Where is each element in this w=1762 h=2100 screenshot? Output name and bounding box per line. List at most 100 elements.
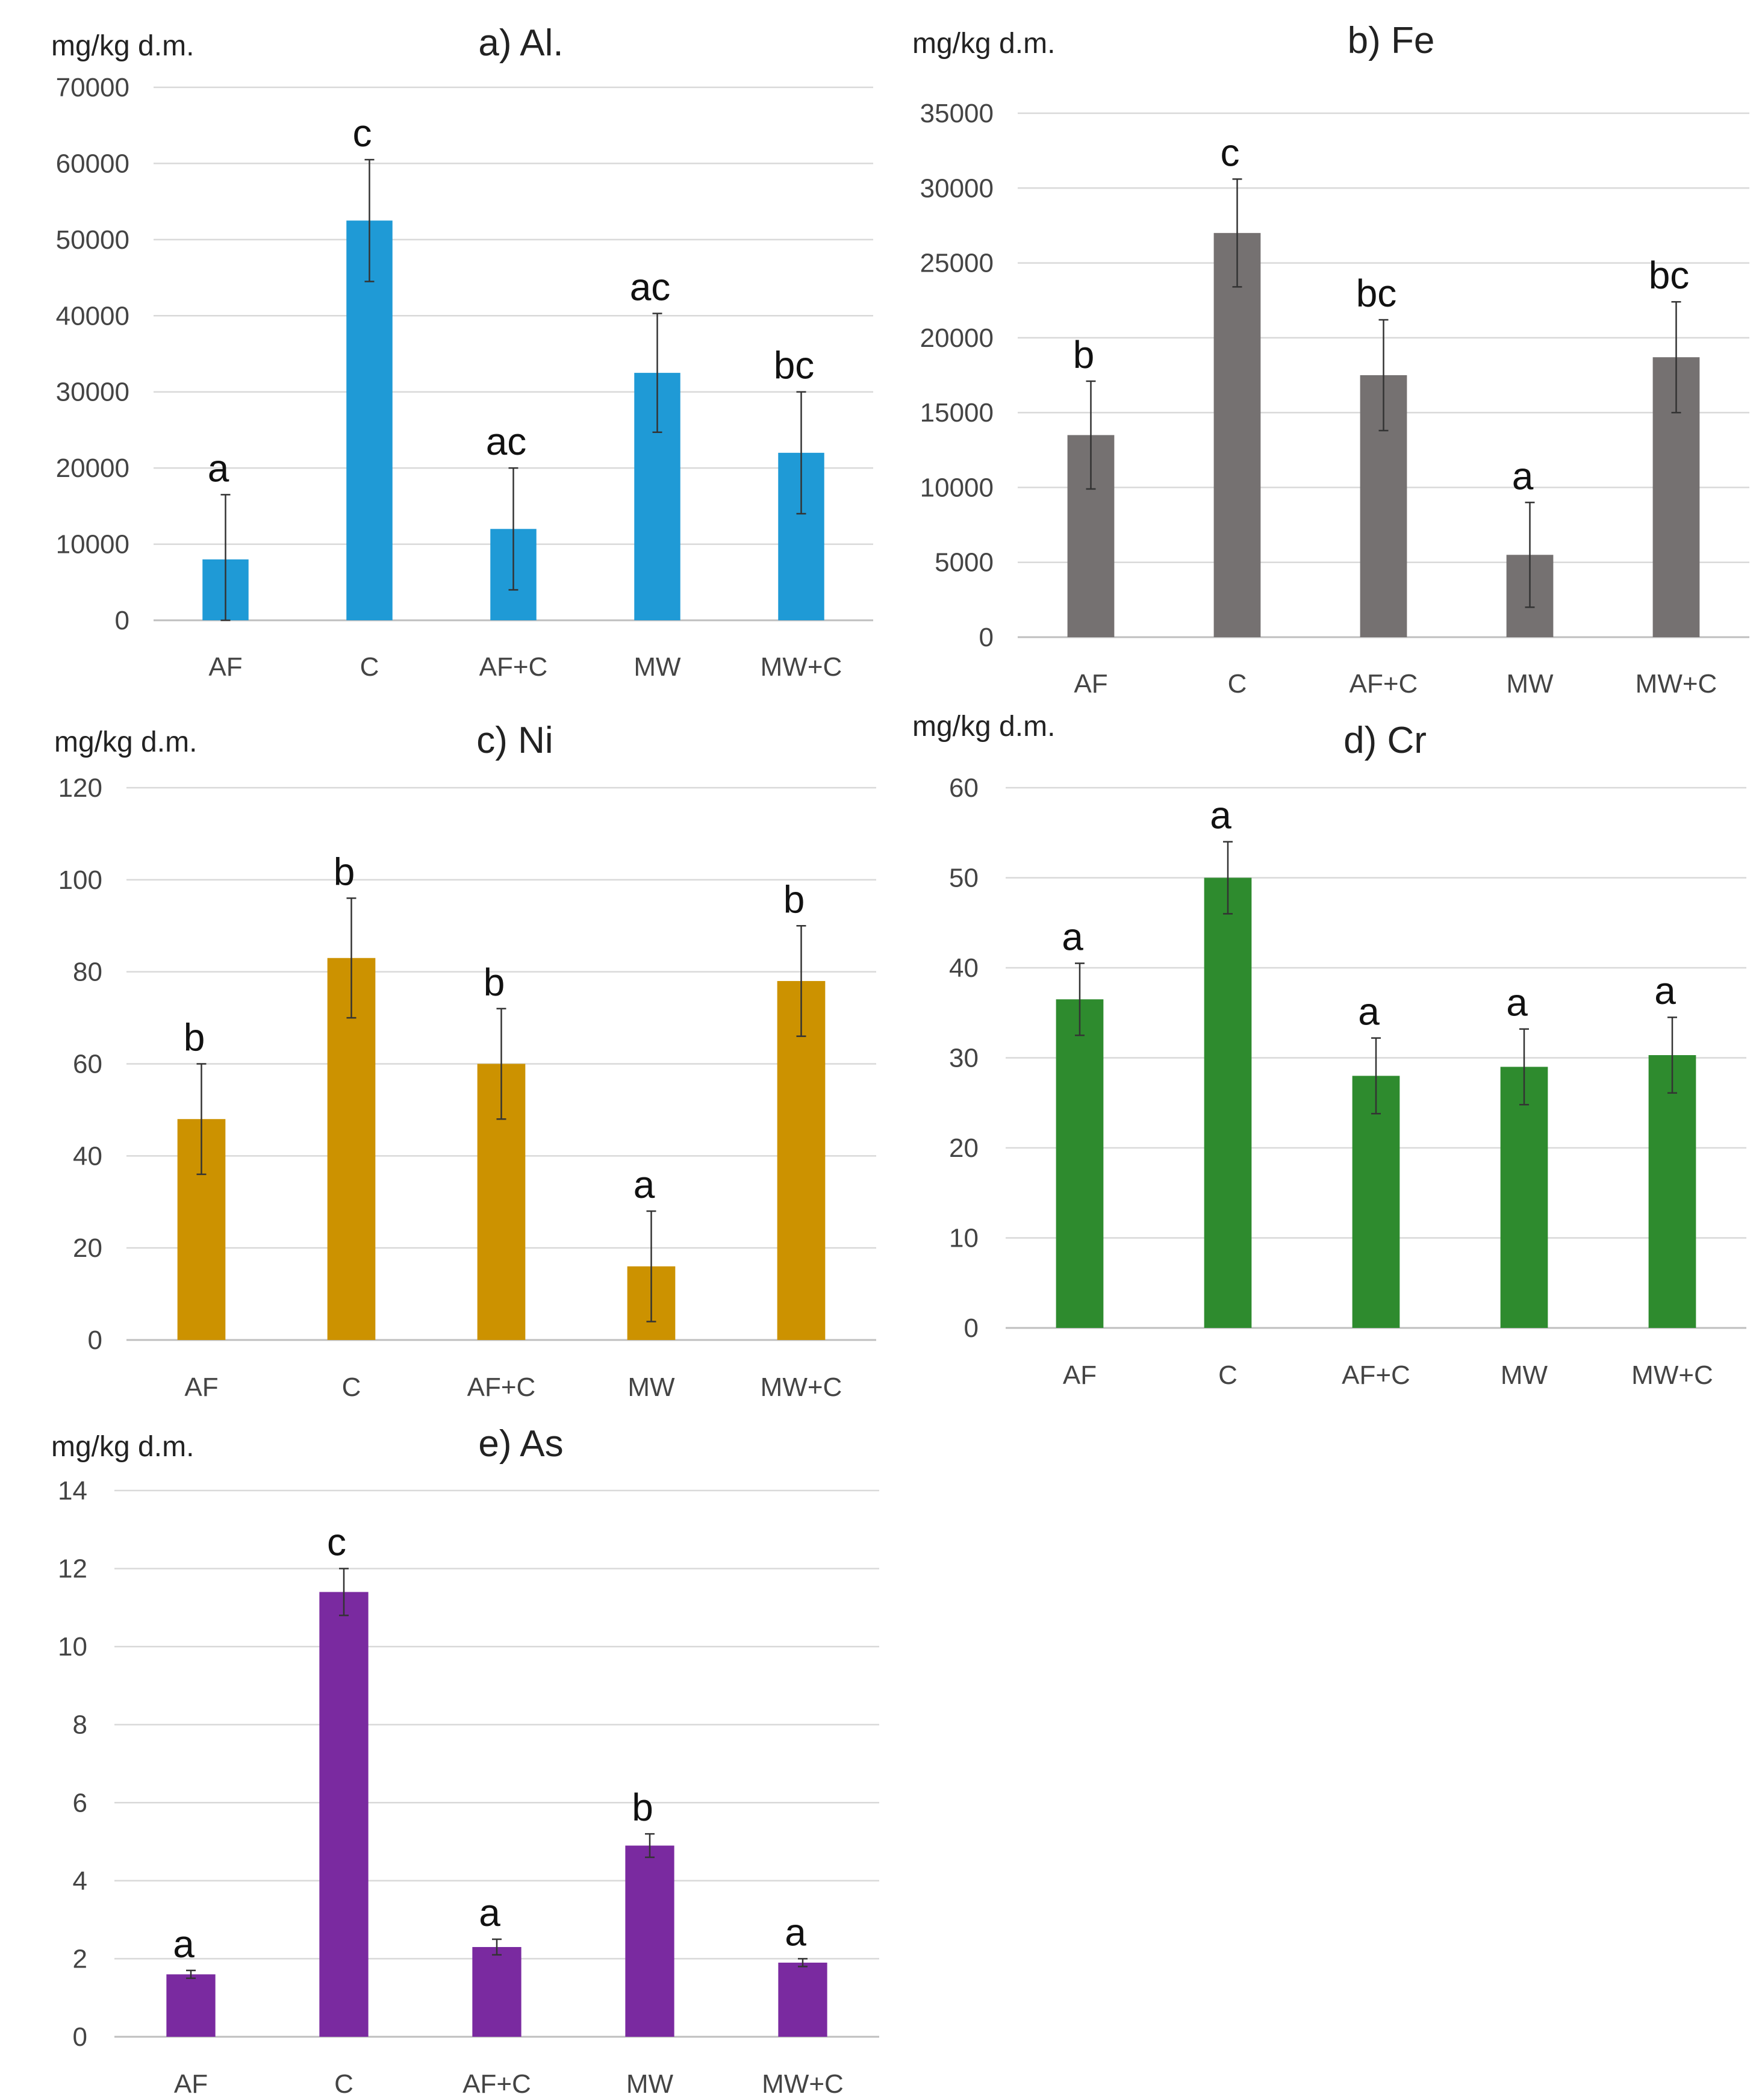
y-tick-label: 50 (949, 864, 979, 893)
chart-panel-1: mg/kg d.m. a) Al. 0 10000 20000 30000 40000 500… (51, 22, 873, 682)
bar-MW (1500, 1067, 1548, 1328)
significance-label: c (1221, 131, 1240, 174)
significance-label: a (1506, 981, 1528, 1024)
x-category-label: C (360, 652, 379, 682)
y-axis-unit-label: mg/kg d.m. (54, 726, 197, 758)
significance-label: b (184, 1016, 205, 1059)
x-category-label: AF (184, 1372, 218, 1402)
significance-label: bc (774, 344, 815, 387)
x-category-label: MW (626, 2069, 674, 2099)
x-category-label: C (342, 1372, 361, 1402)
x-category-label: AF+C (1342, 1360, 1410, 1390)
x-category-label: AF+C (1350, 669, 1418, 699)
x-category-label: MW (627, 1372, 675, 1402)
y-tick-label: 20000 (56, 453, 129, 483)
x-category-label: AF+C (479, 652, 548, 682)
significance-label: ac (486, 420, 527, 463)
y-tick-label: 30000 (920, 173, 994, 203)
y-tick-label: 10000 (920, 473, 994, 502)
y-tick-label: 10 (949, 1224, 979, 1253)
y-tick-label: 0 (88, 1326, 102, 1355)
significance-label: b (1073, 333, 1095, 376)
y-tick-label: 30000 (56, 378, 129, 407)
y-tick-label: 8 (73, 1710, 87, 1740)
y-axis-unit-label: mg/kg d.m. (912, 28, 1055, 60)
x-category-label: MW (1506, 669, 1554, 699)
bar-MW+C (778, 1962, 827, 2037)
bar-AF+C (472, 1946, 521, 2037)
chart-title: c) Ni (476, 720, 553, 761)
y-tick-label: 30 (949, 1044, 979, 1073)
chart-title: a) Al. (478, 22, 563, 64)
x-category-label: C (334, 2069, 353, 2099)
significance-label: a (479, 1891, 500, 1934)
bar-C (1204, 877, 1252, 1328)
y-tick-label: 12 (58, 1554, 87, 1584)
y-tick-label: 80 (73, 958, 102, 987)
chart-panel-2: mg/kg d.m. b) Fe 0 5000 10000 15000 20000 25000… (912, 20, 1749, 699)
chart-title: b) Fe (1348, 20, 1435, 61)
x-category-label: MW+C (761, 1372, 842, 1402)
chart-title: d) Cr (1343, 720, 1427, 761)
chart-title: e) As (478, 1423, 563, 1465)
chart-panel-5: mg/kg d.m. e) As 0 2 4 6 8 10 12 14 a AF c Ca AF+C b MW a… (51, 1423, 879, 2099)
significance-label: a (173, 1922, 195, 1966)
y-tick-label: 60 (73, 1050, 102, 1079)
bar-C (319, 1592, 369, 2037)
bar-MW+C (777, 980, 826, 1340)
x-category-label: AF (1074, 669, 1107, 699)
x-category-label: AF (208, 652, 242, 682)
significance-label: b (484, 961, 505, 1004)
x-category-label: MW (634, 652, 681, 682)
y-tick-label: 15000 (920, 398, 994, 428)
y-axis-unit-label: mg/kg d.m. (912, 711, 1055, 743)
bar-AF (1056, 999, 1104, 1328)
y-tick-label: 20000 (920, 323, 994, 353)
x-category-label: C (1228, 669, 1247, 699)
y-tick-label: 40 (949, 953, 979, 983)
y-tick-label: 10000 (56, 530, 129, 559)
y-tick-label: 5000 (935, 548, 994, 578)
y-tick-label: 60 (949, 773, 979, 803)
y-tick-label: 40 (73, 1141, 102, 1171)
y-tick-label: 35000 (920, 99, 994, 128)
y-tick-label: 20 (73, 1233, 102, 1263)
x-category-label: C (1218, 1360, 1237, 1390)
significance-label: a (1358, 990, 1380, 1033)
bar-AF (166, 1974, 216, 2037)
y-tick-label: 0 (73, 2022, 87, 2052)
bar-C (1213, 232, 1261, 637)
y-axis-unit-label: mg/kg d.m. (51, 1431, 194, 1463)
y-tick-label: 50000 (56, 225, 129, 255)
significance-label: bc (1649, 254, 1690, 297)
y-tick-label: 20 (949, 1133, 979, 1163)
significance-label: a (634, 1163, 655, 1206)
x-category-label: AF+C (462, 2069, 531, 2099)
y-tick-label: 70000 (56, 73, 129, 102)
y-tick-label: 25000 (920, 249, 994, 278)
chart-panel-3: mg/kg d.m. c) Ni 0 20 40 60 80 100 120 b AF b Cb AF+C… (54, 720, 876, 1402)
x-category-label: AF (174, 2069, 208, 2099)
y-tick-label: 0 (979, 623, 994, 652)
y-tick-label: 4 (73, 1866, 87, 1896)
x-category-label: MW+C (1631, 1360, 1713, 1390)
x-category-label: MW+C (1636, 669, 1717, 699)
y-tick-label: 0 (115, 606, 129, 635)
x-category-label: AF+C (467, 1372, 536, 1402)
significance-label: c (327, 1521, 346, 1564)
bar-C (346, 220, 393, 620)
significance-label: ac (630, 265, 671, 308)
x-category-label: AF (1063, 1360, 1097, 1390)
significance-label: b (632, 1786, 653, 1829)
significance-label: a (1654, 969, 1676, 1012)
y-tick-label: 10 (58, 1632, 87, 1662)
significance-label: a (1512, 454, 1534, 497)
significance-label: a (1210, 794, 1231, 837)
bar-AF+C (1352, 1076, 1400, 1328)
bar-MW+C (1648, 1055, 1696, 1328)
bar-MW (625, 1845, 674, 2037)
significance-label: bc (1356, 272, 1397, 315)
x-category-label: MW+C (762, 2069, 844, 2099)
y-tick-label: 60000 (56, 149, 129, 178)
